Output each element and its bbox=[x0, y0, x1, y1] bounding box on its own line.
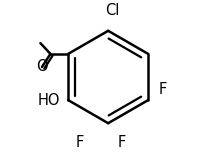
Text: F: F bbox=[75, 135, 84, 150]
Text: O: O bbox=[36, 59, 47, 75]
Text: Cl: Cl bbox=[105, 2, 119, 18]
Text: F: F bbox=[117, 135, 125, 150]
Text: F: F bbox=[158, 82, 166, 97]
Text: HO: HO bbox=[37, 93, 60, 108]
